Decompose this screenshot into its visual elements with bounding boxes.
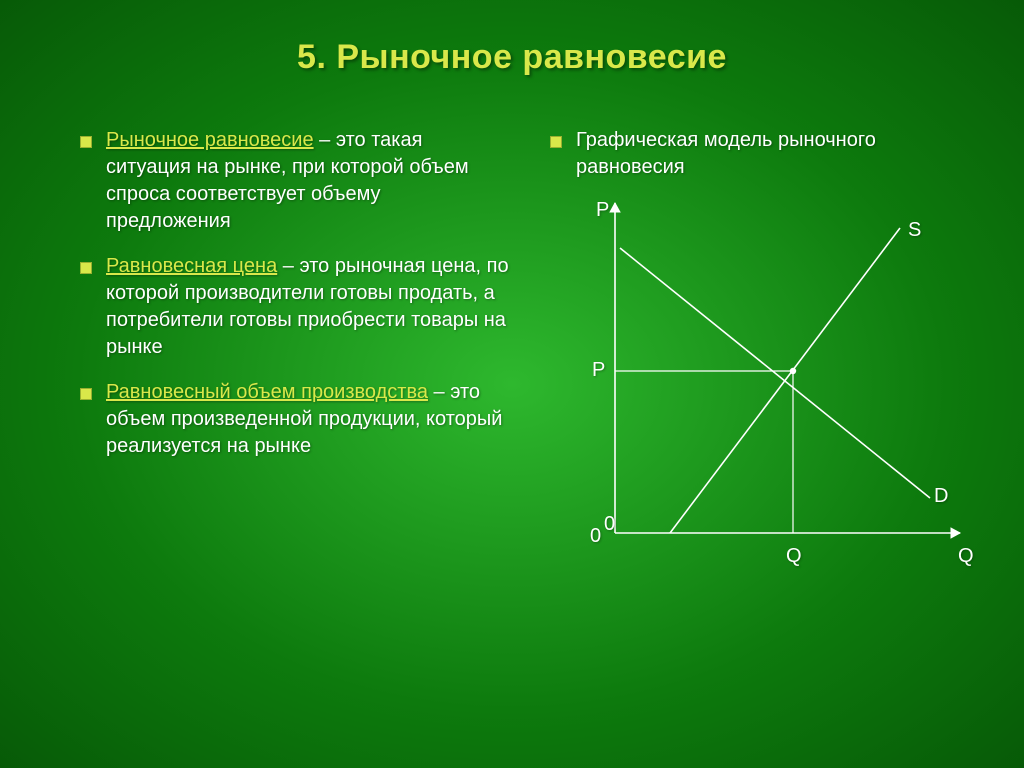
equilibrium-chart: P Q 00 S D P Q: [560, 193, 980, 593]
chart-label-eq_qty: Q: [786, 545, 802, 568]
chart-heading: Графическая модель рыночного равновесия: [550, 127, 980, 181]
list-item: Равновесная цена – это рыночная цена, по…: [80, 253, 510, 361]
slide-title: 5. Рыночное равновесие: [0, 0, 1024, 77]
chart-label-demand: D: [934, 485, 948, 508]
chart-label-supply: S: [908, 219, 921, 242]
definitions-list: Рыночное равновесие – это такая ситуация…: [80, 127, 510, 460]
chart-label-origin_zero: 0: [604, 513, 615, 536]
list-item: Рыночное равновесие – это такая ситуация…: [80, 127, 510, 235]
content-area: Рыночное равновесие – это такая ситуация…: [0, 77, 1024, 593]
term-text: Равновесная цена: [106, 255, 277, 277]
right-column: Графическая модель рыночного равновесия …: [540, 127, 980, 593]
chart-label-origin_zero2: 0: [590, 525, 601, 548]
chart-label-x_axis: Q: [958, 545, 974, 568]
term-text: Равновесный объем производства: [106, 381, 428, 403]
term-text: Рыночное равновесие: [106, 129, 314, 151]
chart-svg: [560, 193, 980, 593]
list-item: Равновесный объем производства – это объ…: [80, 379, 510, 460]
left-column: Рыночное равновесие – это такая ситуация…: [80, 127, 510, 593]
chart-label-eq_price: P: [592, 359, 605, 382]
chart-label-y_axis: P: [596, 199, 609, 222]
